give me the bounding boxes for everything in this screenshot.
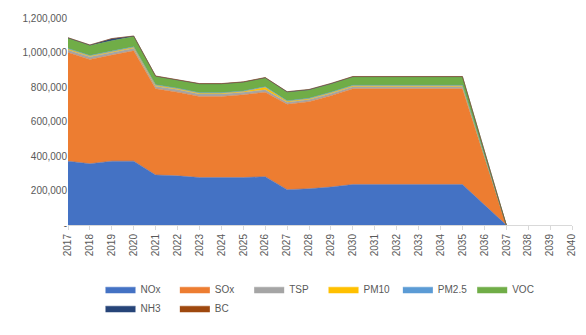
svg-text:2031: 2031: [369, 234, 380, 257]
svg-text:200,000: 200,000: [31, 185, 68, 196]
svg-text:2027: 2027: [281, 234, 292, 257]
svg-text:2037: 2037: [501, 234, 512, 257]
svg-text:2018: 2018: [84, 234, 95, 257]
svg-text:2036: 2036: [479, 234, 490, 257]
svg-text:1,200,000: 1,200,000: [23, 13, 68, 24]
svg-text:2028: 2028: [303, 234, 314, 257]
svg-text:2029: 2029: [325, 234, 336, 257]
svg-text:PM2.5: PM2.5: [438, 284, 467, 295]
svg-text:2034: 2034: [435, 234, 446, 257]
svg-text:400,000: 400,000: [31, 151, 68, 162]
svg-text:VOC: VOC: [512, 284, 534, 295]
svg-text:NH3: NH3: [141, 303, 161, 314]
svg-text:800,000: 800,000: [31, 82, 68, 93]
svg-text:2038: 2038: [522, 234, 533, 257]
svg-text:2024: 2024: [216, 234, 227, 257]
svg-text:TSP: TSP: [289, 284, 309, 295]
svg-text:2022: 2022: [172, 234, 183, 257]
svg-text:SOx: SOx: [215, 284, 234, 295]
svg-text:2033: 2033: [413, 234, 424, 257]
svg-text:2030: 2030: [347, 234, 358, 257]
svg-text:2023: 2023: [194, 234, 205, 257]
svg-text:2032: 2032: [391, 234, 402, 257]
svg-text:2021: 2021: [150, 234, 161, 257]
svg-text:2026: 2026: [259, 234, 270, 257]
svg-text:2017: 2017: [62, 234, 73, 257]
svg-text:2035: 2035: [457, 234, 468, 257]
svg-text:2039: 2039: [544, 234, 555, 257]
svg-text:PM10: PM10: [364, 284, 391, 295]
svg-text:2025: 2025: [238, 234, 249, 257]
svg-text:-: -: [64, 220, 67, 231]
svg-text:2040: 2040: [566, 234, 577, 257]
svg-text:NOx: NOx: [141, 284, 161, 295]
svg-text:1,000,000: 1,000,000: [23, 47, 68, 58]
svg-text:BC: BC: [215, 303, 229, 314]
svg-text:2019: 2019: [106, 234, 117, 257]
svg-text:600,000: 600,000: [31, 116, 68, 127]
svg-text:2020: 2020: [128, 234, 139, 257]
